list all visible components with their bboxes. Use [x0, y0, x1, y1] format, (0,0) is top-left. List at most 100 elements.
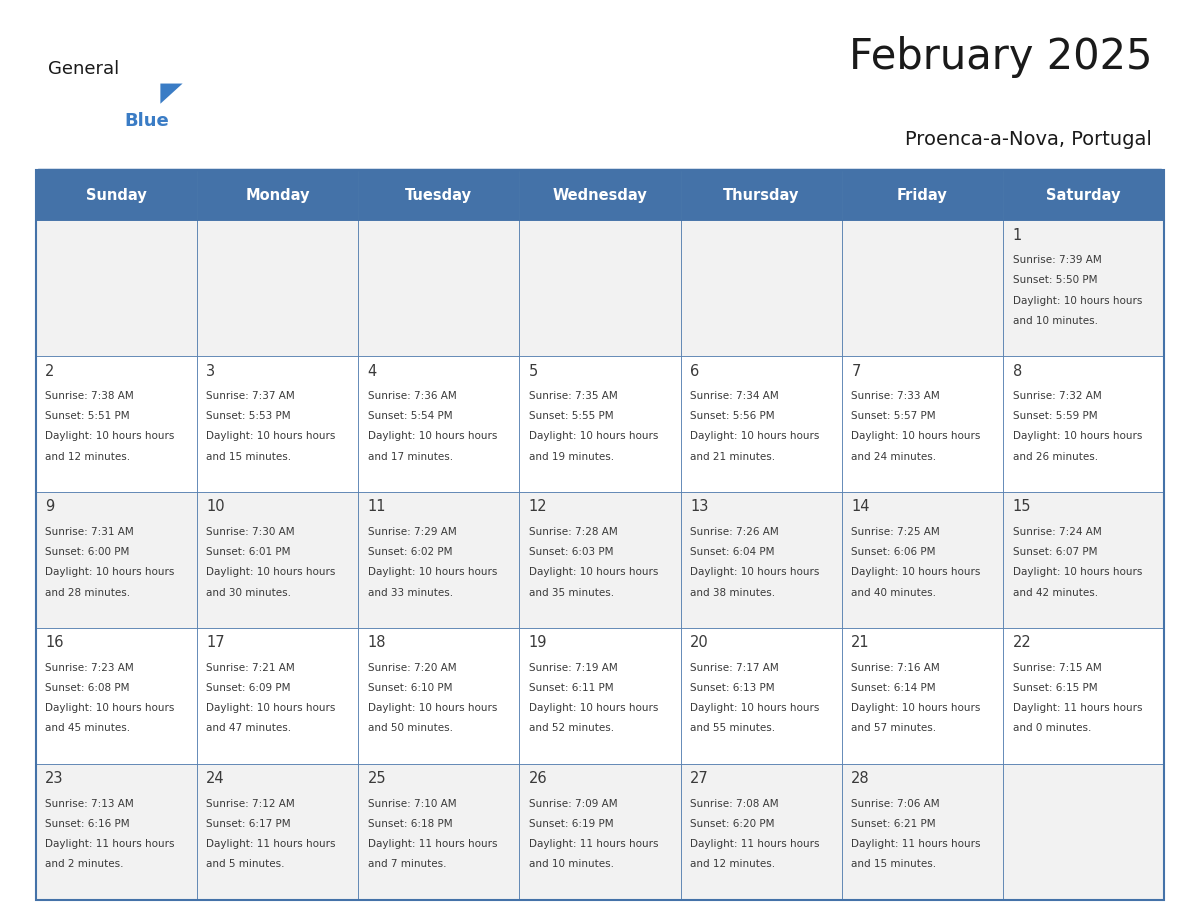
Text: Sunset: 6:18 PM: Sunset: 6:18 PM — [367, 819, 453, 829]
Bar — [197, 220, 358, 356]
Bar — [681, 356, 842, 492]
Text: 19: 19 — [529, 635, 548, 650]
Text: Thursday: Thursday — [723, 187, 800, 203]
Text: Sunset: 6:10 PM: Sunset: 6:10 PM — [367, 683, 453, 693]
Text: Wednesday: Wednesday — [552, 187, 647, 203]
Text: Sunrise: 7:19 AM: Sunrise: 7:19 AM — [529, 663, 618, 673]
Text: Daylight: 11 hours hours: Daylight: 11 hours hours — [45, 839, 175, 849]
Text: and 38 minutes.: and 38 minutes. — [690, 588, 776, 598]
Bar — [519, 170, 681, 220]
Text: and 10 minutes.: and 10 minutes. — [529, 859, 614, 869]
Text: Sunset: 5:51 PM: Sunset: 5:51 PM — [45, 411, 129, 421]
Text: Sunset: 6:09 PM: Sunset: 6:09 PM — [207, 683, 291, 693]
Text: and 52 minutes.: and 52 minutes. — [529, 723, 614, 733]
Bar — [1003, 628, 1164, 764]
Text: Sunrise: 7:09 AM: Sunrise: 7:09 AM — [529, 799, 618, 809]
Text: General: General — [48, 60, 119, 78]
Text: and 45 minutes.: and 45 minutes. — [45, 723, 131, 733]
Bar — [1003, 220, 1164, 356]
Text: 8: 8 — [1012, 364, 1022, 378]
Text: Sunset: 6:06 PM: Sunset: 6:06 PM — [852, 547, 936, 557]
Bar — [36, 764, 197, 900]
Bar — [681, 628, 842, 764]
Text: Sunrise: 7:39 AM: Sunrise: 7:39 AM — [1012, 255, 1101, 265]
Text: Sunrise: 7:26 AM: Sunrise: 7:26 AM — [690, 527, 779, 537]
Text: 15: 15 — [1012, 499, 1031, 514]
Text: Daylight: 10 hours hours: Daylight: 10 hours hours — [1012, 296, 1142, 306]
Text: Sunset: 6:02 PM: Sunset: 6:02 PM — [367, 547, 453, 557]
Bar — [36, 492, 197, 628]
Text: 5: 5 — [529, 364, 538, 378]
Bar — [1003, 170, 1164, 220]
Text: 10: 10 — [207, 499, 225, 514]
Text: Daylight: 10 hours hours: Daylight: 10 hours hours — [367, 567, 497, 577]
Bar — [519, 492, 681, 628]
Text: Sunset: 5:55 PM: Sunset: 5:55 PM — [529, 411, 613, 421]
Text: 1: 1 — [1012, 228, 1022, 242]
Text: Daylight: 10 hours hours: Daylight: 10 hours hours — [45, 703, 175, 713]
Text: Sunset: 6:15 PM: Sunset: 6:15 PM — [1012, 683, 1098, 693]
Text: Sunset: 6:21 PM: Sunset: 6:21 PM — [852, 819, 936, 829]
Text: Daylight: 10 hours hours: Daylight: 10 hours hours — [1012, 431, 1142, 442]
Text: 9: 9 — [45, 499, 55, 514]
Bar — [681, 170, 842, 220]
Bar — [197, 356, 358, 492]
Text: and 50 minutes.: and 50 minutes. — [367, 723, 453, 733]
Bar — [358, 628, 519, 764]
Text: and 15 minutes.: and 15 minutes. — [207, 452, 291, 462]
Text: Sunrise: 7:31 AM: Sunrise: 7:31 AM — [45, 527, 134, 537]
Text: Sunset: 6:01 PM: Sunset: 6:01 PM — [207, 547, 291, 557]
Text: Sunrise: 7:37 AM: Sunrise: 7:37 AM — [207, 391, 295, 401]
Text: Daylight: 10 hours hours: Daylight: 10 hours hours — [1012, 567, 1142, 577]
Text: Sunset: 5:56 PM: Sunset: 5:56 PM — [690, 411, 775, 421]
Text: Sunset: 5:59 PM: Sunset: 5:59 PM — [1012, 411, 1098, 421]
Text: Sunset: 5:54 PM: Sunset: 5:54 PM — [367, 411, 453, 421]
Bar — [842, 628, 1003, 764]
Text: Daylight: 10 hours hours: Daylight: 10 hours hours — [690, 567, 820, 577]
Bar — [197, 492, 358, 628]
Bar — [842, 220, 1003, 356]
Text: Sunrise: 7:38 AM: Sunrise: 7:38 AM — [45, 391, 134, 401]
Text: 23: 23 — [45, 771, 64, 786]
Text: Daylight: 10 hours hours: Daylight: 10 hours hours — [690, 703, 820, 713]
Text: Daylight: 10 hours hours: Daylight: 10 hours hours — [367, 703, 497, 713]
Bar — [519, 220, 681, 356]
Bar — [36, 356, 197, 492]
Bar — [842, 492, 1003, 628]
Text: and 7 minutes.: and 7 minutes. — [367, 859, 447, 869]
Text: 21: 21 — [852, 635, 870, 650]
Bar — [842, 170, 1003, 220]
Bar — [358, 220, 519, 356]
Bar — [519, 628, 681, 764]
Text: Daylight: 10 hours hours: Daylight: 10 hours hours — [529, 431, 658, 442]
Text: Sunset: 6:04 PM: Sunset: 6:04 PM — [690, 547, 775, 557]
Text: Sunset: 6:20 PM: Sunset: 6:20 PM — [690, 819, 775, 829]
Text: Sunrise: 7:29 AM: Sunrise: 7:29 AM — [367, 527, 456, 537]
Text: Sunrise: 7:34 AM: Sunrise: 7:34 AM — [690, 391, 779, 401]
Text: Daylight: 10 hours hours: Daylight: 10 hours hours — [852, 431, 980, 442]
Text: Daylight: 10 hours hours: Daylight: 10 hours hours — [367, 431, 497, 442]
Text: 7: 7 — [852, 364, 860, 378]
Text: Sunrise: 7:25 AM: Sunrise: 7:25 AM — [852, 527, 940, 537]
Text: Sunrise: 7:21 AM: Sunrise: 7:21 AM — [207, 663, 295, 673]
Bar — [1003, 356, 1164, 492]
Text: Sunset: 6:08 PM: Sunset: 6:08 PM — [45, 683, 129, 693]
Text: and 19 minutes.: and 19 minutes. — [529, 452, 614, 462]
Text: Sunrise: 7:06 AM: Sunrise: 7:06 AM — [852, 799, 940, 809]
Text: Sunrise: 7:08 AM: Sunrise: 7:08 AM — [690, 799, 778, 809]
Text: February 2025: February 2025 — [849, 36, 1152, 78]
Text: 20: 20 — [690, 635, 709, 650]
Text: 13: 13 — [690, 499, 708, 514]
Text: Saturday: Saturday — [1047, 187, 1120, 203]
Text: Daylight: 10 hours hours: Daylight: 10 hours hours — [207, 703, 336, 713]
Text: 22: 22 — [1012, 635, 1031, 650]
Text: Sunrise: 7:16 AM: Sunrise: 7:16 AM — [852, 663, 940, 673]
Text: Daylight: 11 hours hours: Daylight: 11 hours hours — [1012, 703, 1142, 713]
Bar — [36, 170, 197, 220]
Bar — [681, 492, 842, 628]
Text: Sunset: 5:53 PM: Sunset: 5:53 PM — [207, 411, 291, 421]
Bar — [519, 356, 681, 492]
Text: Sunrise: 7:36 AM: Sunrise: 7:36 AM — [367, 391, 456, 401]
Text: 24: 24 — [207, 771, 225, 786]
Text: Daylight: 10 hours hours: Daylight: 10 hours hours — [529, 567, 658, 577]
